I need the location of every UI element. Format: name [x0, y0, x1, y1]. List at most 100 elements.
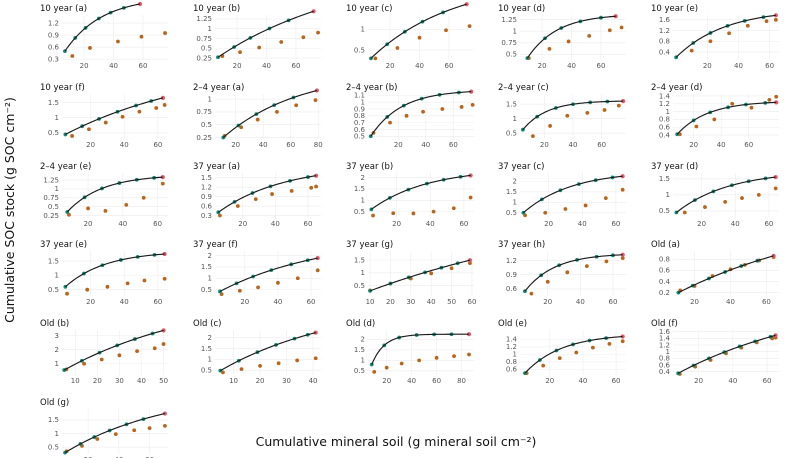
orange-point	[545, 279, 550, 284]
y-tick-label: 2	[513, 178, 517, 186]
fitted-curve	[217, 175, 317, 213]
y-tick-label: 1	[666, 191, 670, 199]
orange-point	[603, 196, 608, 201]
orange-point	[421, 109, 425, 114]
fitted-curve	[524, 254, 623, 292]
panel-title: 2–4 year (a)	[193, 83, 244, 93]
orange-point	[147, 426, 152, 430]
orange-point	[590, 345, 595, 350]
orange-point	[258, 363, 262, 368]
y-tick-label: 1.5	[354, 185, 365, 193]
orange-point	[163, 31, 167, 35]
y-tick-label: 0.5	[48, 129, 59, 137]
y-tick-label: 0.25	[43, 212, 59, 220]
x-tick-label: 10	[71, 377, 80, 385]
panel-title: 37 year (d)	[651, 162, 698, 172]
orange-point	[404, 113, 409, 118]
y-tick-label: 0.9	[48, 31, 59, 39]
orange-point	[468, 195, 473, 200]
orange-point	[774, 94, 779, 99]
y-tick-label: 0.8	[354, 112, 365, 120]
orange-point	[607, 28, 612, 33]
y-axis-title: Cumulative SOC stock (g SOC cm⁻²)	[2, 97, 17, 323]
y-tick-label: 0.75	[501, 39, 517, 47]
orange-point	[773, 17, 778, 22]
y-tick-label: 0.5	[201, 121, 212, 129]
fitted-curve	[219, 257, 318, 292]
orange-point	[163, 424, 167, 428]
orange-point	[152, 346, 157, 351]
fitted-curve	[220, 332, 316, 372]
orange-point	[124, 202, 129, 207]
y-tick-label: 1.1	[354, 92, 365, 100]
panel-title: 37 year (e)	[40, 240, 87, 250]
endpoint-point	[773, 13, 778, 18]
orange-point	[616, 103, 621, 108]
fitted-curve	[677, 334, 776, 374]
endpoint-point	[466, 332, 472, 337]
orange-point	[607, 341, 612, 346]
x-tick-label: 20	[256, 377, 265, 385]
orange-point	[99, 357, 104, 362]
orange-point	[371, 213, 375, 218]
x-tick-label: 60	[597, 62, 606, 70]
y-tick-label: 0.5	[506, 51, 517, 59]
x-tick-label: 60	[611, 220, 620, 228]
endpoint-point	[773, 333, 778, 338]
x-tick-label: 40	[137, 377, 146, 385]
panel: 10 year (c) 0.5 1 20 40 60	[346, 2, 474, 70]
panel: Old (b) 1 2 3 10 20 30 40 50	[40, 319, 168, 385]
x-tick-label: 60	[612, 377, 621, 385]
panel: Old (e) 0.60.811.21.4 20 40 60	[498, 319, 626, 385]
y-tick-label: 2	[361, 336, 365, 344]
x-tick-label: 20	[386, 298, 395, 306]
x-tick-label: 20	[689, 141, 698, 149]
y-tick-label: 0.9	[201, 193, 212, 201]
x-tick-label: 20	[86, 141, 95, 149]
x-tick-label: 40	[569, 141, 578, 149]
orange-point	[449, 266, 454, 271]
orange-point	[565, 270, 570, 275]
x-tick-label: 40	[578, 220, 587, 228]
y-tick-label: 0.8	[506, 358, 517, 366]
orange-point	[137, 109, 142, 114]
y-tick-label: 2	[208, 334, 212, 342]
fitted-curve	[526, 15, 616, 59]
y-tick-label: 0.7	[354, 119, 365, 127]
x-tick-label: 40	[421, 141, 430, 149]
panel-title: 37 year (c)	[498, 162, 545, 172]
y-tick-label: 1.5	[48, 99, 59, 107]
x-tick-label: 60	[597, 141, 606, 149]
y-tick-label: 1.5	[48, 416, 59, 424]
y-tick-label: 0.5	[48, 286, 59, 294]
x-tick-label: 20	[84, 456, 93, 458]
orange-point	[65, 291, 69, 296]
y-tick-label: 0.6	[201, 202, 213, 210]
orange-point	[677, 132, 682, 137]
orange-point	[745, 23, 750, 28]
orange-point	[584, 264, 589, 269]
x-tick-label: 20	[392, 220, 401, 228]
x-tick-label: 20	[394, 141, 403, 149]
endpoint-point	[468, 173, 473, 178]
panel-title: 10 year (e)	[651, 4, 698, 14]
orange-point	[574, 350, 579, 355]
orange-point	[587, 33, 592, 38]
panel-title: 37 year (f)	[193, 240, 238, 250]
x-tick-label: 40	[114, 456, 123, 458]
x-tick-label: 60	[292, 62, 301, 70]
x-tick-label: 60	[286, 141, 295, 149]
orange-point	[239, 367, 244, 372]
y-tick-label: 1.2	[48, 19, 59, 27]
fitted-curve	[65, 97, 164, 135]
orange-point	[70, 54, 75, 58]
y-tick-label: 0.5	[506, 209, 517, 217]
orange-point	[270, 192, 274, 196]
y-tick-label: 1	[666, 108, 670, 116]
y-tick-label: 1	[513, 351, 517, 359]
x-tick-label: 40	[576, 298, 585, 306]
panel-title: Old (b)	[40, 319, 69, 329]
orange-point	[689, 48, 694, 53]
orange-point	[434, 355, 439, 360]
